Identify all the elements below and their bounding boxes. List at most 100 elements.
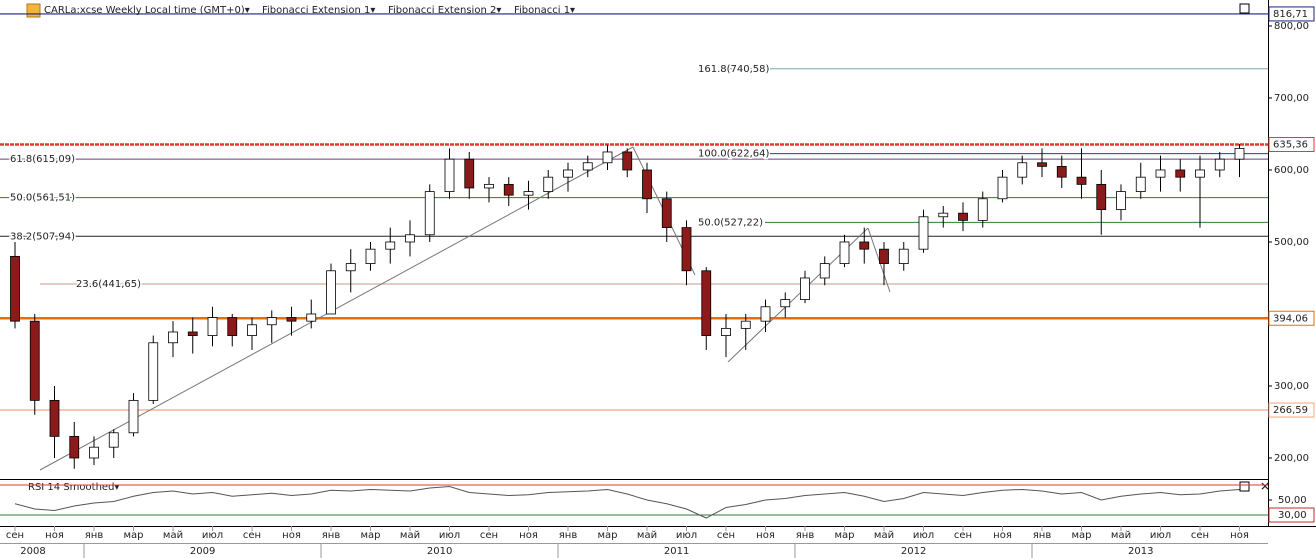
candle-body (839, 241, 850, 264)
year-label: 2010 (427, 546, 452, 557)
candle-body (148, 342, 159, 401)
x-tick-label: ноя (756, 530, 775, 541)
candle-body (997, 176, 1008, 200)
x-tick-label: май (874, 530, 894, 541)
candle-body (108, 432, 119, 448)
tool-label[interactable]: Fibonacci 1▾ (514, 5, 575, 16)
x-tick-label: сен (1191, 530, 1209, 541)
year-label: 2011 (664, 546, 689, 557)
candle-body (1155, 169, 1166, 178)
candle-body (424, 191, 435, 236)
x-tick-label: сен (954, 530, 972, 541)
maximize-button[interactable] (1239, 481, 1250, 492)
maximize-button[interactable] (1239, 3, 1250, 14)
candle-body (898, 248, 909, 264)
candle-body (977, 198, 988, 221)
x-tick-label: сен (717, 530, 735, 541)
fib-anchor-line (39, 146, 634, 471)
candle-body (859, 241, 870, 250)
candle-body (1056, 165, 1067, 178)
level-box (1268, 6, 1315, 22)
candle-body (484, 183, 494, 189)
candle-body (207, 317, 218, 336)
rsi-title[interactable]: RSI 14 Smoothed▾ (28, 482, 119, 493)
candle-body (168, 331, 178, 344)
candle-body (1234, 147, 1245, 160)
x-tick-label: мар (1071, 530, 1091, 541)
candle-body (444, 158, 455, 192)
candle-body (800, 277, 810, 300)
candle-body (721, 327, 731, 336)
candle-body (1175, 169, 1186, 178)
candle-body (326, 270, 336, 315)
x-tick-label: янв (559, 530, 578, 541)
candle-body (879, 248, 889, 264)
candle-body (563, 169, 573, 178)
close-button[interactable]: ✕ (1260, 480, 1270, 494)
candle-body (701, 270, 712, 336)
fib-label: 50.0(527,22) (698, 217, 763, 228)
year-label: 2008 (20, 546, 45, 557)
candle-body (69, 435, 80, 459)
symbol-icon[interactable] (26, 3, 41, 18)
candle-body (958, 212, 968, 221)
fib-label: 100.0(622,64) (698, 149, 770, 160)
candle-body (582, 162, 593, 171)
candle-body (523, 191, 534, 196)
candle-body (89, 446, 99, 459)
x-tick-label: сен (6, 530, 24, 541)
fib-label: 50.0(561,51) (10, 193, 75, 204)
level-label: 394,06 (1273, 313, 1308, 324)
candle-body (819, 263, 830, 279)
candle-body (128, 399, 139, 434)
fib-label: 161.8(740,58) (698, 64, 770, 75)
candle-body (405, 234, 415, 243)
candle-body (543, 176, 554, 192)
candle-body (740, 320, 751, 329)
candle-body (306, 313, 317, 322)
x-tick-label: янв (322, 530, 341, 541)
level-box (1268, 137, 1315, 153)
fib-label: 23.6(441,65) (76, 279, 141, 290)
y-tick-label: 700,00 (1274, 93, 1309, 104)
x-tick-label: май (400, 530, 420, 541)
x-tick-label: июл (202, 530, 223, 541)
x-tick-label: мар (123, 530, 143, 541)
candle-body (345, 263, 356, 272)
candle-body (365, 248, 376, 264)
candle-body (780, 299, 791, 308)
x-tick-label: мар (360, 530, 380, 541)
x-tick-label: янв (85, 530, 104, 541)
candle-body (1017, 162, 1028, 178)
candle-body (1096, 183, 1107, 210)
chart-title[interactable]: CARLa:xcse Weekly Local time (GMT+0)▾ (44, 5, 250, 16)
y-tick-label: 600,00 (1274, 165, 1309, 176)
level-box (1268, 507, 1315, 523)
x-tick-label: ноя (1230, 530, 1249, 541)
candle-body (681, 227, 692, 272)
x-tick-label: май (637, 530, 657, 541)
candle-body (10, 255, 20, 322)
x-tick-label: мар (834, 530, 854, 541)
candle-body (661, 198, 672, 228)
tool-label[interactable]: Fibonacci Extension 2▾ (388, 5, 501, 16)
tool-label[interactable]: Fibonacci Extension 1▾ (262, 5, 375, 16)
candle-body (1195, 169, 1205, 178)
x-tick-label: ноя (993, 530, 1012, 541)
candle-body (602, 151, 613, 164)
x-tick-label: июл (439, 530, 460, 541)
level-label: 266,59 (1273, 405, 1308, 416)
candle-body (385, 241, 396, 250)
rsi-level-label: 30,00 (1278, 510, 1307, 521)
level-box (1268, 310, 1315, 326)
candle-body (49, 399, 60, 437)
candle-body (1135, 176, 1146, 192)
x-tick-label: мар (597, 530, 617, 541)
y-tick-label: 800,00 (1274, 21, 1309, 32)
year-label: 2009 (190, 546, 215, 557)
candle-body (266, 317, 277, 326)
candle-body (227, 317, 238, 336)
y-tick-label: 500,00 (1274, 237, 1309, 248)
